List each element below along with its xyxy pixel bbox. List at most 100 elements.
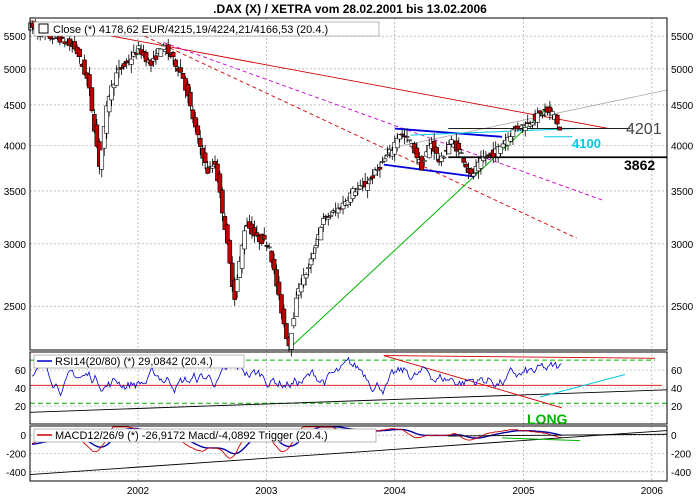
candle-body [550, 111, 555, 116]
candle-body [89, 87, 95, 112]
candle-body [414, 147, 420, 159]
candle-body [321, 218, 326, 225]
candle-body [407, 139, 412, 142]
rsi-y-tick-left: 20 [15, 402, 27, 413]
cyan-support-line [410, 128, 577, 136]
candle-body [148, 59, 154, 66]
candle-body [449, 139, 454, 145]
macd-y-tick-left: 0 [20, 431, 26, 442]
rsi-legend-box [33, 354, 245, 369]
candle-body [271, 258, 277, 271]
candle-body [377, 167, 383, 170]
macd-y-tick-right: -200 [671, 450, 691, 461]
candle-body [540, 113, 545, 116]
macd-y-tick-right: 0 [671, 431, 677, 442]
candle-body [372, 169, 378, 176]
candle-body [357, 185, 363, 190]
price-y-tick-left: 4500 [4, 101, 27, 112]
candle-body [535, 112, 540, 123]
candle-body [62, 41, 68, 44]
gray-trend-line [383, 89, 668, 150]
chart-title: .DAX (X) / XETRA vom 28.02.2001 bis 13.0… [213, 2, 487, 16]
candle-body [72, 41, 77, 50]
candle-body [328, 215, 334, 217]
price-y-tick-left: 3500 [4, 187, 27, 198]
candle-body [385, 154, 390, 157]
candle-body [210, 165, 215, 169]
candle-body [215, 163, 220, 182]
candle-body [217, 173, 223, 193]
candle-body [82, 59, 87, 75]
candle-body [143, 52, 149, 63]
rsi-y-tick-right: 40 [671, 384, 683, 395]
candle-body [193, 117, 198, 128]
candle-body [284, 323, 289, 339]
price-legend-box [33, 21, 380, 37]
candle-body [153, 55, 159, 60]
candle-body [252, 227, 257, 237]
candle-body [101, 126, 107, 149]
candle-body [92, 114, 97, 132]
macd-panel-frame [29, 425, 668, 482]
candle-body [463, 163, 469, 168]
candle-body [461, 158, 466, 163]
candle-body [239, 244, 245, 269]
candle-body [301, 274, 306, 286]
rsi-red-trend-upper [383, 355, 656, 359]
level-label-4100: 4100 [572, 136, 601, 151]
rsi-legend-label: RSI14(20/80) (*) 29,0842 (20.4.) [55, 356, 213, 368]
candle-body [525, 122, 531, 124]
price-y-tick-right: 2500 [671, 302, 694, 313]
candle-body [276, 281, 282, 296]
candle-body [225, 224, 230, 244]
candle-body [483, 157, 489, 159]
candle-body [254, 232, 260, 236]
candle-body [119, 67, 124, 70]
candle-body [518, 128, 523, 130]
blue-channel-upper [394, 127, 503, 138]
candle-body [185, 83, 191, 97]
candle-body [557, 126, 563, 131]
candle-body [500, 143, 506, 148]
candle-body [441, 156, 447, 159]
rsi-red-trend-falling [383, 355, 562, 409]
x-tick-label: 2003 [255, 486, 278, 497]
candle-body [222, 216, 228, 230]
candle-body [323, 215, 329, 218]
candle-body [325, 217, 331, 220]
long-term-resistance-line [30, 20, 610, 129]
macd-black-trend [29, 430, 668, 476]
macd-y-tick-right: -400 [671, 468, 691, 479]
candle-body [104, 105, 109, 134]
trendline-layer [30, 20, 668, 348]
x-tick-label: 2004 [384, 486, 407, 497]
x-tick-label: 2005 [512, 486, 535, 497]
candle-body [431, 140, 437, 152]
candle-body [439, 155, 444, 162]
macd-green-trend [502, 437, 581, 442]
rsi-y-tick-left: 60 [15, 366, 27, 377]
candle-body [468, 168, 474, 175]
candle-body [67, 38, 73, 46]
candle-body [158, 48, 164, 57]
candle-body [421, 160, 427, 162]
price-y-tick-left: 5500 [4, 32, 27, 43]
candle-body [170, 52, 176, 58]
candle-body [375, 169, 380, 171]
candle-body [205, 167, 210, 174]
candle-body [114, 72, 119, 86]
price-y-tick-left: 5000 [4, 65, 27, 76]
price-y-tick-right: 5000 [671, 65, 694, 76]
red-dashed-channel [144, 35, 577, 239]
x-tick-label: 2006 [641, 486, 664, 497]
candle-body [129, 58, 134, 65]
candle-body [298, 283, 304, 293]
rsi-black-trend [29, 389, 668, 413]
candle-body [220, 189, 225, 214]
candle-body [242, 230, 247, 250]
candle-body [173, 59, 178, 68]
candle-body [279, 294, 284, 314]
candle-body [303, 274, 309, 279]
candle-body [456, 142, 462, 151]
